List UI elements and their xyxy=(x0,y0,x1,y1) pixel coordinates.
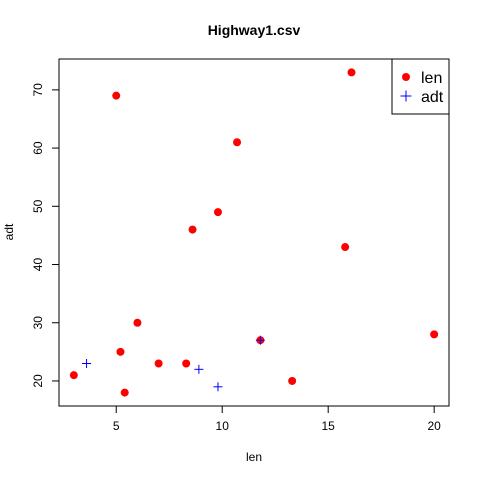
y-tick-label: 50 xyxy=(31,199,45,213)
point-len xyxy=(133,318,142,327)
point-len xyxy=(347,68,356,77)
point-len xyxy=(112,91,121,100)
point-len xyxy=(154,359,163,368)
point-adt xyxy=(82,358,92,368)
point-len xyxy=(430,330,439,339)
point-len xyxy=(188,225,197,234)
legend-marker-len xyxy=(402,73,410,81)
point-adt xyxy=(194,364,204,374)
legend: len adt xyxy=(391,58,450,115)
point-len xyxy=(341,243,350,252)
chart-title: Highway1.csv xyxy=(208,22,301,38)
point-len xyxy=(182,359,191,368)
point-len xyxy=(116,347,125,356)
y-axis-label: adt xyxy=(2,223,16,240)
y-tick-label: 30 xyxy=(31,316,45,330)
y-tick-label: 20 xyxy=(31,374,45,388)
point-len xyxy=(120,388,129,397)
x-tick-label: 5 xyxy=(113,419,120,433)
x-tick-label: 20 xyxy=(427,419,441,433)
y-tick-label: 40 xyxy=(31,258,45,272)
y-tick-label: 70 xyxy=(31,83,45,97)
point-adt xyxy=(213,382,223,392)
point-len xyxy=(69,371,78,380)
y-tick-label: 60 xyxy=(31,141,45,155)
legend-marker-adt xyxy=(400,90,412,102)
point-adt xyxy=(255,335,265,345)
point-len xyxy=(288,376,297,385)
x-tick-label: 15 xyxy=(322,419,336,433)
x-axis: 5 10 15 20 xyxy=(113,405,441,433)
legend-label-adt: adt xyxy=(421,89,444,106)
legend-box xyxy=(391,58,450,115)
data-points xyxy=(69,68,439,397)
point-len xyxy=(213,208,222,217)
x-axis-label: len xyxy=(246,450,262,464)
x-tick-label: 10 xyxy=(216,419,230,433)
point-len xyxy=(233,138,242,147)
legend-label-len: len xyxy=(421,70,442,87)
y-axis: 20 30 40 50 60 70 xyxy=(31,83,60,388)
